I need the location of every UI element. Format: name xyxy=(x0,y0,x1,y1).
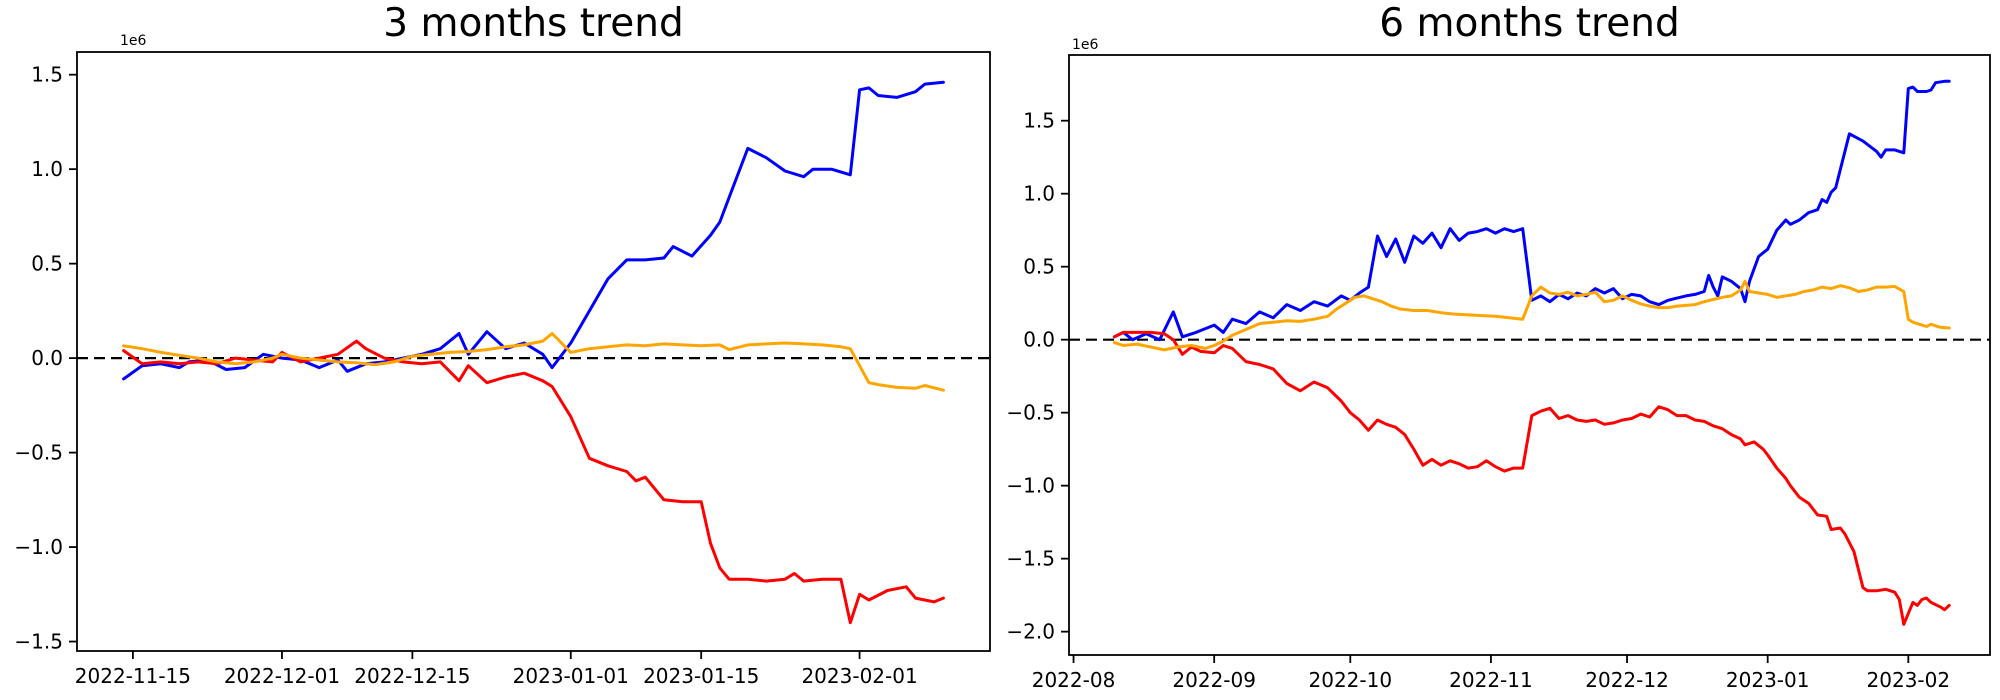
x-tick-label: 2022-10 xyxy=(1309,668,1393,692)
y-tick-label: 0.0 xyxy=(31,346,63,370)
y-axis-offset-label-right: 1e6 xyxy=(1072,37,1099,53)
x-tick-label: 2022-09 xyxy=(1172,668,1256,692)
y-axis-offset-label-left: 1e6 xyxy=(120,33,147,49)
y-tick-label: 0.5 xyxy=(1023,255,1055,279)
y-tick-label: −1.5 xyxy=(1006,547,1055,571)
y-tick-label: −0.5 xyxy=(14,441,63,465)
y-tick-label: −1.0 xyxy=(1006,474,1055,498)
x-tick-label: 2022-12-15 xyxy=(354,664,470,688)
y-tick-label: −1.5 xyxy=(14,630,63,654)
series-blue-line xyxy=(1112,79,1951,342)
y-tick-label: 1.0 xyxy=(31,157,63,181)
series-red-line xyxy=(1112,330,1951,626)
y-tick-label: 1.5 xyxy=(31,63,63,87)
chart-0-axes: −1.5 −1.0 −0.5 0.0 0.5 1.0 1.5 2022-11-15 2022-1… xyxy=(14,51,991,688)
series-blue-line xyxy=(122,80,945,381)
y-tick-label: 0.0 xyxy=(1023,328,1055,352)
chart-title-3-months-trend: 3 months trend xyxy=(383,1,684,46)
y-tick-label: −0.5 xyxy=(1006,401,1055,425)
y-tick-label: −2.0 xyxy=(1006,620,1055,644)
y-tick-label: −1.0 xyxy=(14,535,63,559)
x-tick-label: 2022-11-15 xyxy=(75,664,191,688)
series-orange-line xyxy=(1112,279,1951,352)
x-tick-label: 2023-01-15 xyxy=(643,664,759,688)
axes-spines xyxy=(76,51,991,652)
x-tick-label: 2022-11 xyxy=(1449,668,1533,692)
x-tick-label: 2022-12 xyxy=(1585,668,1669,692)
y-tick-label: 1.0 xyxy=(1023,182,1055,206)
axes-spines xyxy=(1068,54,1991,656)
x-tick-label: 2023-02-01 xyxy=(801,664,917,688)
x-tick-label: 2023-02 xyxy=(1867,668,1951,692)
chart-title-6-months-trend: 6 months trend xyxy=(1379,1,1680,46)
y-tick-label: 1.5 xyxy=(1023,109,1055,133)
y-tick-label: 0.5 xyxy=(31,252,63,276)
series-red-line xyxy=(122,339,945,625)
x-tick-label: 2022-08 xyxy=(1032,668,1116,692)
x-tick-label: 2023-01-01 xyxy=(513,664,629,688)
chart-1-axes: −2.0 −1.5 −1.0 −0.5 0.0 0.5 1.0 1.5 2022-08 2022-… xyxy=(1006,54,1991,692)
series-orange-line xyxy=(122,332,945,392)
x-tick-label: 2023-01 xyxy=(1726,668,1810,692)
x-tick-label: 2022-12-01 xyxy=(224,664,340,688)
